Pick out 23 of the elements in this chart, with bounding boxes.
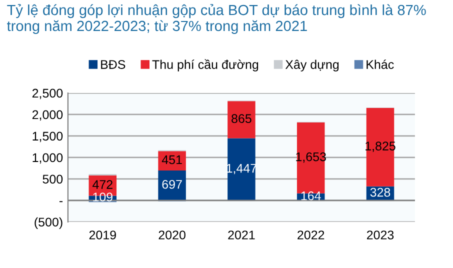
legend-label: Thu phí cầu đường <box>152 59 258 72</box>
data-label: 865 <box>232 114 252 124</box>
data-label: 697 <box>162 180 182 189</box>
x-tick-label: 2020 <box>158 230 186 240</box>
data-label: 451 <box>162 155 182 164</box>
y-tick-label: 2,500 <box>32 88 63 100</box>
data-label: 328 <box>370 188 390 197</box>
legend-label: BĐS <box>101 60 126 69</box>
data-label: 164 <box>301 191 321 200</box>
y-tick-label: 2,000 <box>32 110 63 121</box>
x-tick-label: 2021 <box>228 230 255 240</box>
legend-label: Xây dựng <box>285 60 339 72</box>
y-tick-label: 1,500 <box>32 132 63 142</box>
x-tick-label: 2023 <box>366 230 394 240</box>
data-label: 472 <box>92 180 112 189</box>
x-tick-label: 2022 <box>298 230 324 240</box>
legend-label: Khác <box>366 60 394 69</box>
y-tick-label: (500) <box>34 217 62 230</box>
y-tick-label: - <box>59 201 63 202</box>
chart-title: Tỷ lệ đóng góp lợi nhuận gộp của BOT dự báo trung bình là 87% trong năm 2022-2023; từ 37% trong năm 2021 <box>7 4 426 34</box>
y-tick-label: 500 <box>42 174 63 184</box>
y-tick-label: 1,000 <box>32 153 63 164</box>
x-tick-label: 2019 <box>89 230 116 240</box>
